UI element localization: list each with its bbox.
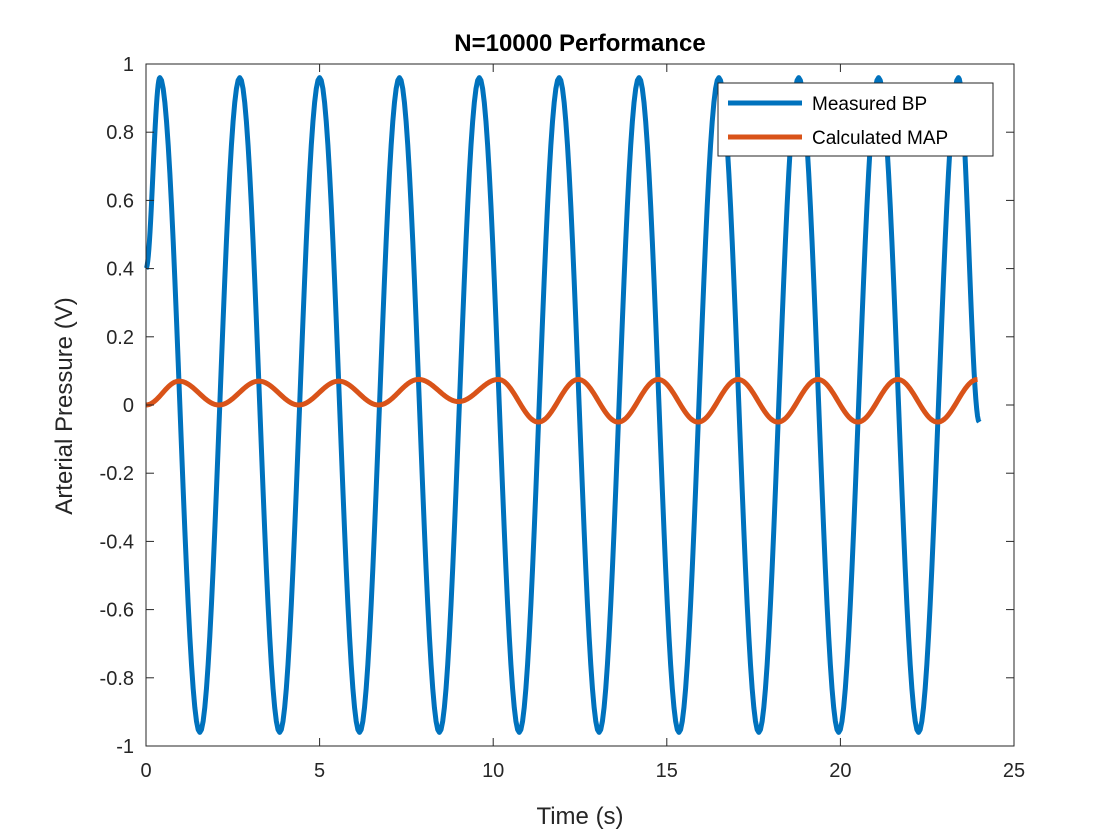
chart-title: N=10000 Performance — [454, 30, 705, 57]
axes-layer: 0 5 10 15 20 25 -1 -0.8 -0.6 -0.4 -0.2 0 0.2 0.4 0.6 0.… — [100, 54, 1026, 782]
x-tick-label: 10 — [482, 760, 504, 782]
legend: Measured BP Calculated MAP — [717, 82, 994, 157]
series-line-1 — [143, 75, 982, 735]
x-tick-label: 15 — [656, 760, 678, 782]
y-tick-label: 0.2 — [106, 327, 134, 349]
y-tick-label: 1 — [123, 54, 134, 76]
y-tick-label: 0 — [123, 395, 134, 417]
series-line-2 — [144, 376, 979, 425]
legend-label-2: Calculated MAP — [812, 128, 948, 149]
y-tick-label: -0.6 — [100, 600, 134, 622]
y-axis-label: Arterial Pressure (V) — [51, 297, 78, 514]
y-tick-label: -0.4 — [100, 531, 134, 553]
legend-box — [717, 82, 994, 157]
y-tick-label: 0.6 — [106, 190, 134, 212]
y-tick-label: 0.8 — [106, 122, 134, 144]
x-tick-label: 0 — [140, 760, 151, 782]
x-tick-label: 25 — [1003, 760, 1025, 782]
legend-label-1: Measured BP — [812, 94, 927, 115]
y-tick-label: -0.2 — [100, 463, 134, 485]
y-tick-label: -0.8 — [100, 668, 134, 690]
y-tick-label: -1 — [116, 736, 134, 758]
series-layer — [143, 75, 982, 735]
y-tick-label: 0.4 — [106, 259, 134, 281]
x-axis-label: Time (s) — [536, 803, 623, 830]
x-tick-label: 20 — [829, 760, 851, 782]
x-tick-label: 5 — [314, 760, 325, 782]
